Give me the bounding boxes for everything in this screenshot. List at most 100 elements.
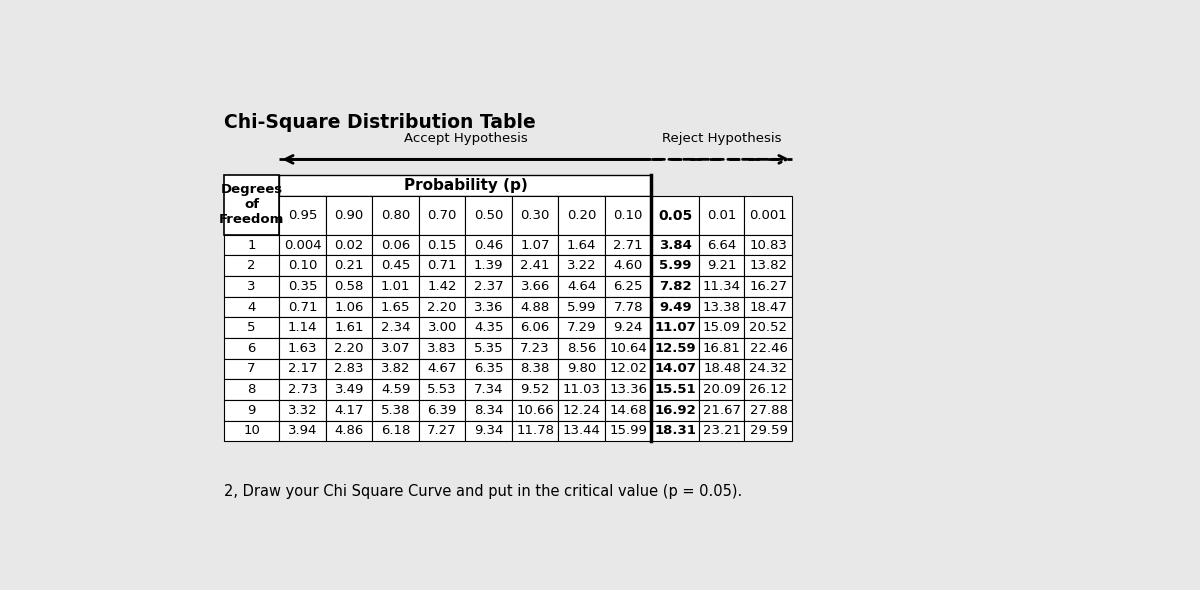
Text: 12.24: 12.24 xyxy=(563,404,601,417)
Text: 1.42: 1.42 xyxy=(427,280,457,293)
Text: 5.35: 5.35 xyxy=(474,342,504,355)
Text: 4: 4 xyxy=(247,300,256,313)
Bar xyxy=(512,196,558,235)
Text: 5.99: 5.99 xyxy=(566,300,596,313)
Bar xyxy=(605,400,652,421)
Text: 12.02: 12.02 xyxy=(610,362,647,375)
Text: 0.06: 0.06 xyxy=(382,238,410,251)
Bar xyxy=(372,235,419,255)
Bar xyxy=(326,338,372,359)
Text: 0.10: 0.10 xyxy=(288,259,317,272)
Text: 29.59: 29.59 xyxy=(750,424,787,437)
Text: 5.53: 5.53 xyxy=(427,383,457,396)
Text: 3.22: 3.22 xyxy=(566,259,596,272)
Text: 7.27: 7.27 xyxy=(427,424,457,437)
Text: 9: 9 xyxy=(247,404,256,417)
Bar xyxy=(652,359,700,379)
Text: Accept Hypothesis: Accept Hypothesis xyxy=(403,133,527,146)
Text: 27.88: 27.88 xyxy=(750,404,787,417)
Text: 3.84: 3.84 xyxy=(659,238,692,251)
Text: Reject Hypothesis: Reject Hypothesis xyxy=(662,133,781,146)
Text: 3: 3 xyxy=(247,280,256,293)
Text: 1.64: 1.64 xyxy=(566,238,596,251)
Bar xyxy=(652,317,700,338)
Bar xyxy=(700,400,744,421)
Bar xyxy=(466,338,512,359)
Bar xyxy=(419,297,466,317)
Bar xyxy=(223,297,280,317)
Bar xyxy=(419,379,466,400)
Text: 6.64: 6.64 xyxy=(707,238,737,251)
Bar xyxy=(326,276,372,297)
Text: 4.86: 4.86 xyxy=(335,424,364,437)
Bar xyxy=(466,297,512,317)
Text: 3.82: 3.82 xyxy=(380,362,410,375)
Text: 14.68: 14.68 xyxy=(610,404,647,417)
Text: 3.83: 3.83 xyxy=(427,342,457,355)
Bar xyxy=(280,196,326,235)
Bar xyxy=(605,276,652,297)
Text: 0.46: 0.46 xyxy=(474,238,503,251)
Bar xyxy=(466,379,512,400)
Bar xyxy=(605,379,652,400)
Text: 3.66: 3.66 xyxy=(521,280,550,293)
Text: 3.49: 3.49 xyxy=(335,383,364,396)
Bar xyxy=(512,421,558,441)
Text: 9.80: 9.80 xyxy=(568,362,596,375)
Text: 2.71: 2.71 xyxy=(613,238,643,251)
Bar xyxy=(744,338,792,359)
Text: 18.31: 18.31 xyxy=(654,424,696,437)
Bar xyxy=(558,359,605,379)
Text: 9.49: 9.49 xyxy=(659,300,691,313)
Bar xyxy=(326,379,372,400)
Bar xyxy=(652,421,700,441)
Text: 4.17: 4.17 xyxy=(335,404,364,417)
Text: 1.63: 1.63 xyxy=(288,342,318,355)
Text: 2.34: 2.34 xyxy=(380,321,410,334)
Bar xyxy=(372,338,419,359)
Text: 6.06: 6.06 xyxy=(521,321,550,334)
Bar xyxy=(372,379,419,400)
Bar xyxy=(558,421,605,441)
Bar xyxy=(558,400,605,421)
Text: 0.01: 0.01 xyxy=(707,209,737,222)
Text: Chi-Square Distribution Table: Chi-Square Distribution Table xyxy=(223,113,535,132)
Bar xyxy=(744,196,792,235)
Bar xyxy=(652,297,700,317)
Bar xyxy=(280,255,326,276)
Text: 7: 7 xyxy=(247,362,256,375)
Text: 0.80: 0.80 xyxy=(382,209,410,222)
Text: 0.45: 0.45 xyxy=(380,259,410,272)
Bar xyxy=(744,379,792,400)
Text: 20.52: 20.52 xyxy=(750,321,787,334)
Bar xyxy=(700,421,744,441)
Bar xyxy=(744,359,792,379)
Text: 10: 10 xyxy=(244,424,260,437)
Text: 0.20: 0.20 xyxy=(566,209,596,222)
Bar xyxy=(744,297,792,317)
Bar xyxy=(700,359,744,379)
Bar xyxy=(280,400,326,421)
Bar xyxy=(372,255,419,276)
Text: 3.32: 3.32 xyxy=(288,404,318,417)
Bar xyxy=(558,235,605,255)
Bar xyxy=(700,338,744,359)
Bar xyxy=(223,359,280,379)
Text: 0.001: 0.001 xyxy=(750,209,787,222)
Bar xyxy=(223,421,280,441)
Text: 4.67: 4.67 xyxy=(427,362,457,375)
Bar xyxy=(223,255,280,276)
Bar xyxy=(326,317,372,338)
Text: 10.64: 10.64 xyxy=(610,342,647,355)
Bar xyxy=(280,421,326,441)
Text: 0.50: 0.50 xyxy=(474,209,503,222)
Bar xyxy=(605,196,652,235)
Bar xyxy=(223,338,280,359)
Text: 2.20: 2.20 xyxy=(427,300,457,313)
Bar xyxy=(512,400,558,421)
Text: Probability (p): Probability (p) xyxy=(403,178,527,193)
Text: 4.88: 4.88 xyxy=(521,300,550,313)
Text: 7.34: 7.34 xyxy=(474,383,504,396)
Text: 0.21: 0.21 xyxy=(335,259,364,272)
Bar xyxy=(280,338,326,359)
